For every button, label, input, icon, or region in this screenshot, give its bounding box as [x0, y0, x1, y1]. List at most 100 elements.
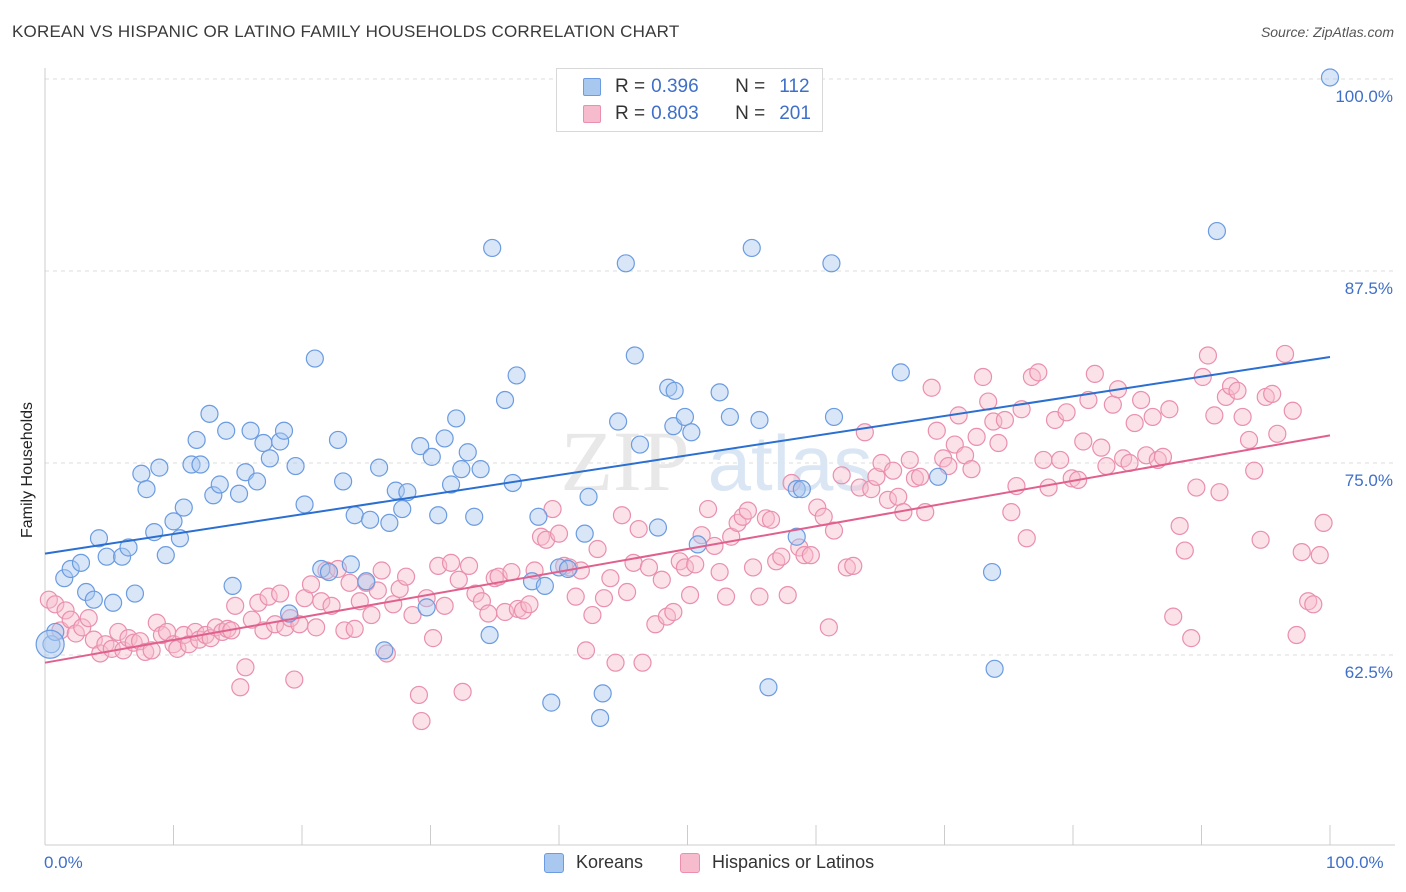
hispanics-point: [449, 570, 468, 589]
hispanics-point: [307, 618, 326, 637]
hispanics-point: [543, 499, 562, 519]
hispanics-point: [1092, 438, 1111, 457]
koreans-point: [210, 475, 229, 494]
hispanics-point: [259, 587, 278, 606]
hispanics-point: [73, 618, 92, 637]
koreans-point: [822, 254, 841, 273]
koreans-point: [787, 527, 806, 546]
hispanics-point: [1034, 450, 1053, 470]
hispanics-point: [1002, 503, 1021, 522]
hispanics-point: [502, 562, 521, 582]
koreans-point: [204, 486, 223, 505]
koreans-point: [380, 513, 399, 533]
x-tick-label-max: 100.0%: [1326, 853, 1384, 872]
legend-item-hispanics[interactable]: Hispanics or Latinos: [680, 852, 874, 873]
koreans-point: [616, 254, 635, 273]
y-tick-label: 100.0%: [1335, 87, 1393, 106]
hispanics-point: [824, 521, 844, 540]
watermark-zip: ZIP: [561, 413, 690, 509]
koreans-points: [35, 68, 1340, 728]
legend-r-value: 0.803: [651, 103, 699, 124]
hispanics-point: [453, 682, 472, 701]
koreans-point: [137, 480, 156, 499]
y-tick-label: 87.5%: [1344, 279, 1393, 298]
koreans-point: [319, 562, 339, 582]
hispanics-point: [271, 584, 290, 603]
koreans-point: [507, 366, 526, 385]
trend-lines: [44, 356, 1331, 664]
hispanics-point: [652, 570, 671, 589]
legend-item-koreans[interactable]: Koreans: [544, 852, 643, 873]
hispanics-point: [384, 595, 403, 614]
koreans-point: [393, 499, 412, 519]
hispanics-legend-icon: [680, 852, 700, 873]
koreans-point: [217, 421, 236, 440]
hispanics-point: [995, 410, 1014, 430]
koreans-point: [982, 562, 1002, 582]
hispanics-point: [435, 596, 454, 615]
koreans-point: [429, 506, 448, 525]
x-tick-label-min: 0.0%: [44, 853, 83, 872]
hispanics-point: [664, 602, 683, 622]
axes: [44, 68, 1395, 846]
koreans-point: [542, 693, 561, 712]
koreans-legend-icon: [544, 852, 564, 873]
koreans-point: [675, 407, 695, 427]
hispanics-point: [1132, 390, 1151, 410]
hispanics-point: [409, 685, 429, 705]
hispanics-point: [1175, 541, 1194, 560]
legend-n-value: 201: [779, 103, 811, 124]
hispanics-point: [837, 558, 856, 577]
hispanics-point: [1221, 377, 1241, 396]
hispanics-point: [576, 641, 596, 660]
koreans-point: [150, 458, 169, 477]
hispanics-point: [1057, 403, 1076, 422]
hispanics-point: [459, 556, 479, 576]
koreans-point: [84, 590, 103, 609]
hispanics-point: [618, 582, 637, 602]
hispanics-point: [657, 607, 677, 626]
hispanics-point: [396, 567, 416, 586]
koreans-point: [71, 553, 91, 572]
hispanics-point: [479, 604, 498, 623]
hispanics-point: [900, 450, 919, 470]
koreans-point: [223, 576, 242, 595]
hispanics-point: [680, 585, 700, 605]
hispanics-point: [588, 539, 607, 559]
koreans-point: [241, 421, 260, 440]
koreans-point: [229, 484, 249, 503]
hispanics-point: [254, 621, 273, 640]
koreans-point: [341, 555, 360, 574]
hispanics-point: [612, 506, 632, 525]
hispanics-point: [109, 622, 128, 642]
koreans-point: [682, 423, 701, 442]
hispanics-point: [967, 427, 986, 446]
legend-r-value: 0.396: [651, 76, 699, 97]
hispanics-point: [403, 605, 422, 625]
chart-title: KOREAN VS HISPANIC OR LATINO FAMILY HOUS…: [12, 22, 680, 41]
koreans-point: [495, 390, 515, 410]
hispanics-point: [1216, 387, 1236, 407]
hispanics-point: [772, 547, 791, 566]
koreans-point: [458, 443, 477, 462]
hispanics-point: [1079, 390, 1098, 410]
hispanics-point: [883, 461, 903, 480]
hispanics-point: [743, 558, 763, 577]
hispanics-swatch-icon: [583, 105, 601, 123]
hispanics-point: [795, 546, 814, 565]
legend-row-koreans: R = 0.396 N = 112: [583, 75, 810, 99]
hispanics-point: [808, 498, 827, 517]
hispanics-point: [1287, 625, 1306, 645]
koreans-point: [1207, 221, 1227, 241]
hispanics-point: [231, 678, 250, 697]
hispanics-point: [249, 593, 268, 612]
koreans-point: [260, 449, 279, 468]
hispanics-point: [1039, 478, 1058, 497]
koreans-point: [254, 433, 273, 453]
koreans-point: [35, 629, 65, 659]
hispanics-point: [973, 367, 993, 387]
hispanics-point: [606, 653, 625, 672]
hispanics-point: [1268, 424, 1287, 443]
koreans-swatch-icon: [583, 78, 601, 96]
koreans-point: [529, 507, 548, 526]
